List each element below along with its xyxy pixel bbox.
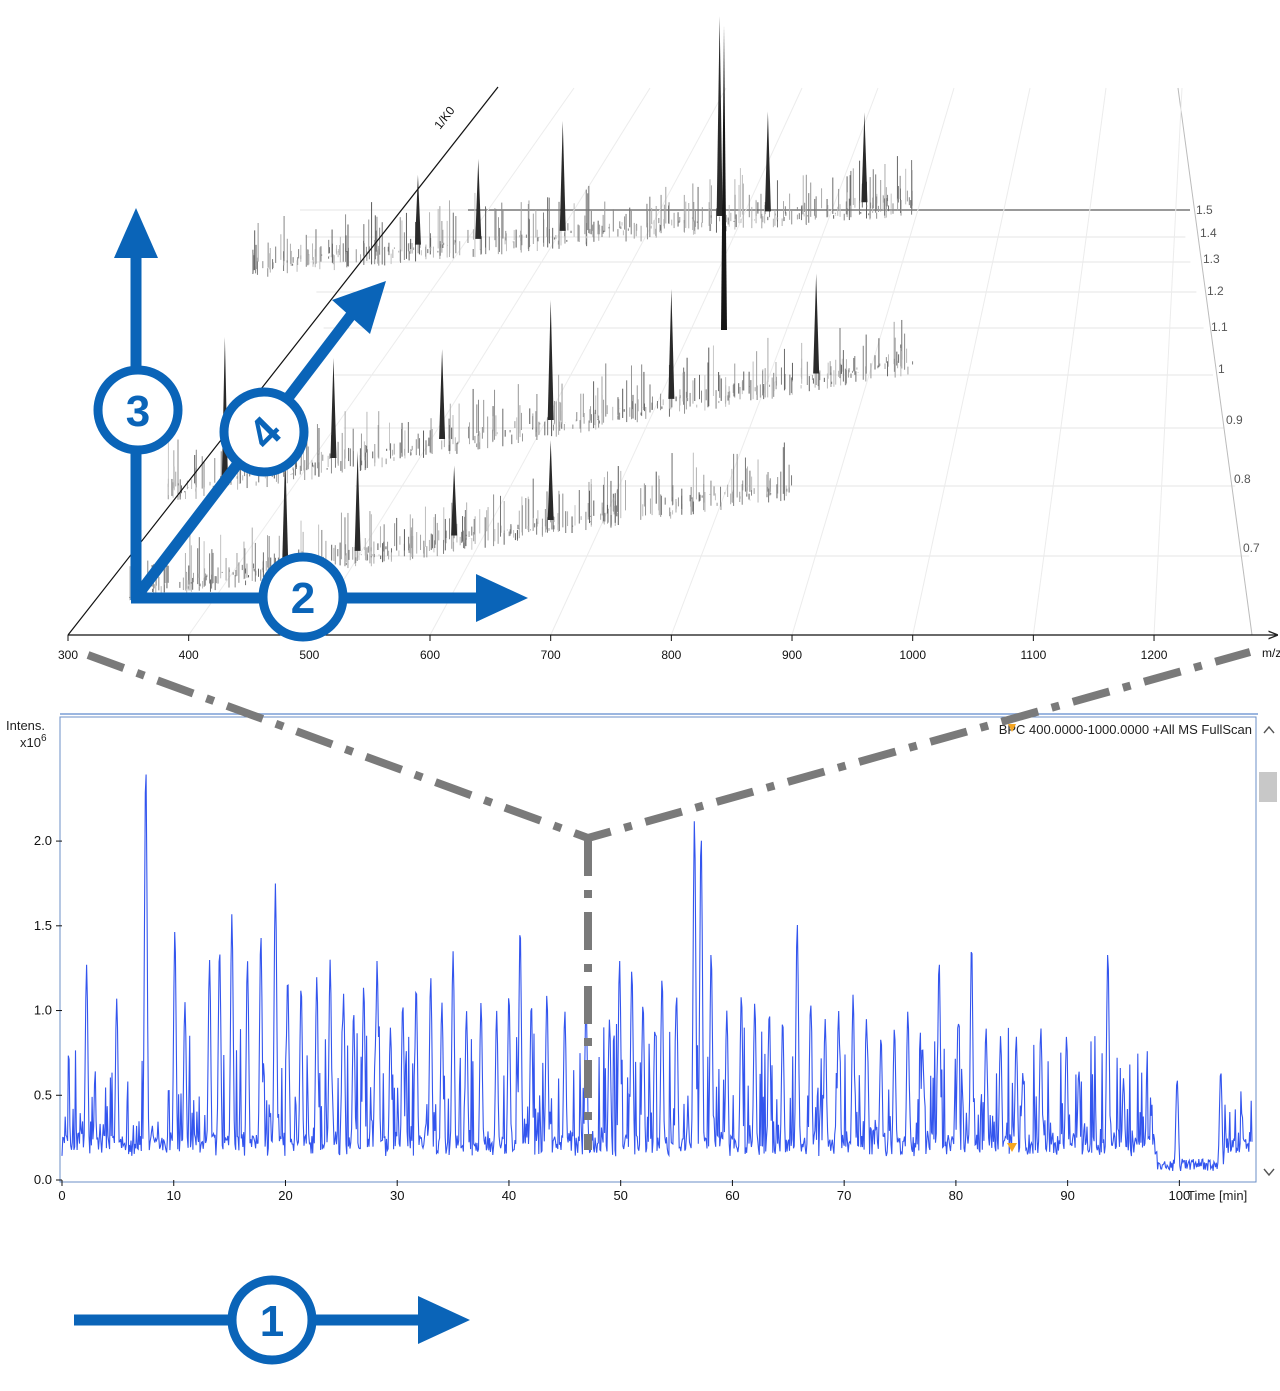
x-axis-label: Time [min] [1187,1188,1247,1203]
band-0-major-peak-3 [764,111,771,212]
x-tick-label-8: 80 [949,1188,963,1203]
mz-tick-label-0: 300 [58,648,78,662]
callout-4: 4 [219,387,309,477]
cursor-top-marker-icon [1008,724,1016,732]
time-arrow-head-icon [418,1296,470,1344]
band-0-major-peak-0 [716,15,723,216]
mobility-tick-labels: 1.5 1.4 1.3 1.2 1.1 1 0.9 0.8 0.7 [1196,203,1260,555]
x-tick-label-5: 50 [613,1188,627,1203]
band-0-major-peak-4 [475,158,482,239]
mobility-tick-label-5: 1 [1218,362,1225,376]
x-tick-label-9: 90 [1060,1188,1074,1203]
x-tick-label-3: 30 [390,1188,404,1203]
mobility-tick-label-1: 1.4 [1200,226,1217,240]
mz-tick-label-6: 900 [782,648,802,662]
y-tick-label-4: 2.0 [34,833,52,848]
band-1-major-peak-1 [330,358,337,459]
band-0-major-peak-1 [559,120,566,231]
grid-col-3 [429,87,727,636]
cursor-marker-icon [1007,1143,1017,1152]
mz-tick-label-4: 700 [541,648,561,662]
bpc-chromatogram: Intens. x106 BPC 400.0000-1000.0000 +All… [6,713,1277,1203]
mz-tick-label-1: 400 [179,648,199,662]
grid-3d [67,87,1253,636]
scroll-up-icon[interactable] [1263,725,1275,734]
mz-tick-label-5: 800 [661,648,681,662]
grid-right-edge [1177,87,1253,636]
band-0-major-peak-2 [861,112,868,203]
x-tick-label-0: 0 [58,1188,65,1203]
band-1-major-peak-3 [547,300,554,420]
scroll-down-icon[interactable] [1263,1168,1275,1177]
mobility-tick-label-8: 0.7 [1243,541,1260,555]
grid-col-2 [308,87,651,636]
mz-tick-label-8: 1100 [1020,648,1046,662]
mobility-axis-label: 1/K0 [431,104,457,132]
y-tick-label-3: 1.5 [34,918,52,933]
band-1-major-peak-4 [668,288,675,399]
grid-col-6 [791,87,955,636]
mz-tick-label-7: 1000 [899,648,926,662]
zoom-guide-lines [86,648,1252,1150]
band-2-major-peak-1 [354,450,361,551]
vertical-scrollbar[interactable] [1259,725,1277,1177]
grid-col-9 [1153,87,1183,636]
callout-2: 2 [258,552,348,642]
x-tick-label-1: 10 [167,1188,181,1203]
svg-text:2: 2 [291,574,315,623]
x-tick-label-10: 100 [1169,1188,1191,1203]
peak-band-0 [252,15,913,277]
x-tick-label-6: 60 [725,1188,739,1203]
arrow-right-head-icon [476,574,528,622]
y-tick-label-1: 0.5 [34,1087,52,1102]
mobility-tick-label-4: 1.1 [1211,320,1228,334]
base-peak-spike [721,25,727,330]
mz-tick-label-3: 600 [420,648,440,662]
band-0-major-peak-5 [414,174,421,245]
plot-frame [59,716,1257,1183]
band-2-major-peak-0 [282,452,289,563]
grid-col-4 [550,87,803,636]
mobility-tick-label-7: 0.8 [1234,472,1251,486]
band-2-major-peak-2 [451,465,458,536]
band-1-major-peak-2 [439,349,446,440]
x-ticks: 0 10 20 30 40 50 60 70 80 90 100 [58,1180,1190,1203]
arrow-diagonal-head-icon [332,281,386,334]
mobility-tick-label-0: 1.5 [1196,203,1213,217]
mz-tick-label-9: 1200 [1141,648,1168,662]
x-tick-label-2: 20 [278,1188,292,1203]
bpc-trace [61,774,1253,1172]
x-tick-label-4: 40 [502,1188,516,1203]
y-tick-label-2: 1.0 [34,1003,52,1018]
peak-bands-3d [129,15,914,603]
y-tick-label-0: 0.0 [34,1172,52,1187]
mobility-mz-3d-plot: 1/K0 m/z 300 400 500 600 700 800 900 1000 1100 12… [58,15,1280,662]
grid-col-7 [912,87,1031,636]
svg-text:1: 1 [260,1297,284,1346]
svg-text:3: 3 [126,387,150,436]
mobility-tick-label-3: 1.2 [1207,284,1224,298]
y-ticks: 0.0 0.5 1.0 1.5 2.0 [34,833,62,1187]
arrow-up-head-icon [114,208,158,258]
y-axis-label: Intens. [6,718,45,733]
mz-tick-label-2: 500 [299,648,319,662]
mz-ticks: 300 400 500 600 700 800 900 1000 1100 1200 [58,635,1168,662]
mobility-tick-label-6: 0.9 [1226,413,1243,427]
trace-title: BPC 400.0000-1000.0000 +All MS FullScan [999,722,1252,737]
x-tick-label-7: 70 [837,1188,851,1203]
band-1-major-peak-5 [813,273,820,374]
callout-3: 3 [93,365,183,455]
grid-col-8 [1032,87,1107,636]
mobility-tick-label-2: 1.3 [1203,252,1220,266]
mz-axis-label: m/z [1262,646,1280,660]
callout-1: 1 [227,1275,317,1365]
grid-col-5 [670,87,879,636]
scroll-thumb[interactable] [1259,772,1277,802]
grid-col-1 [188,87,575,636]
annotation-arrows: 3 4 2 1 [74,208,528,1365]
y-axis-multiplier: x106 [20,733,47,750]
band-2-major-peak-3 [547,440,554,520]
